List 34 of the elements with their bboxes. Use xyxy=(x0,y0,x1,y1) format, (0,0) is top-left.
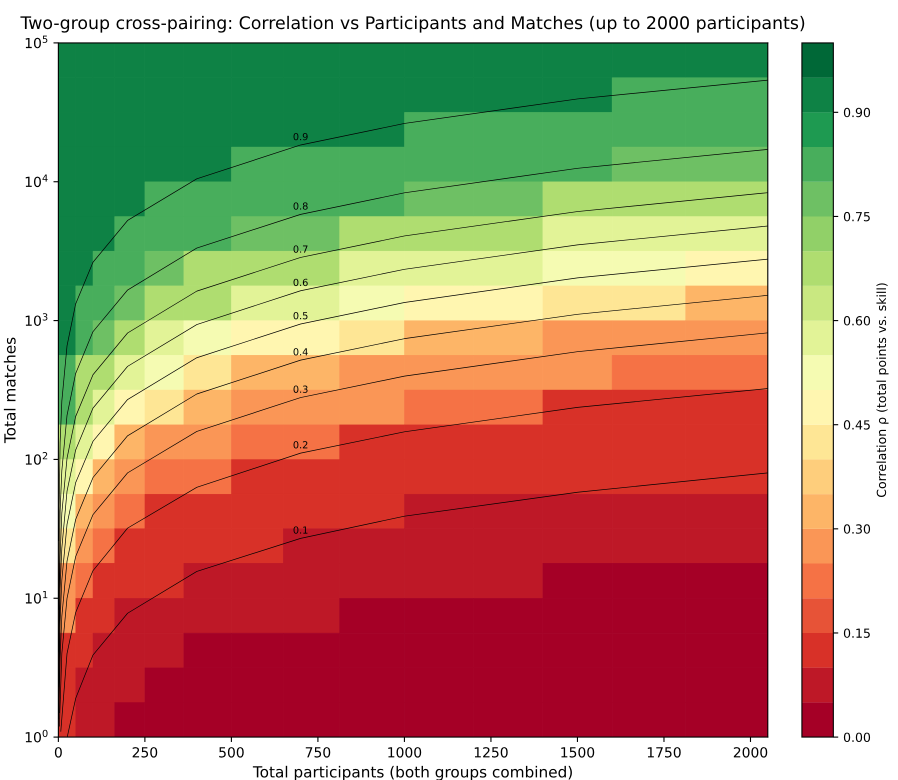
y-tick-label: 10$^{2}$ xyxy=(26,452,48,465)
y-tick-label: 10$^{5}$ xyxy=(26,36,48,48)
series-label: 0.4 xyxy=(294,348,308,356)
x-tick-label: 2000 xyxy=(734,747,768,758)
chart-title: Two-group cross-pairing: Correlation vs Participants and Matches (up to 2000 participants) xyxy=(20,16,804,33)
x-tick-label: 1500 xyxy=(561,747,594,758)
x-tick-label: 1000 xyxy=(388,747,422,758)
series-label: 0.5 xyxy=(294,312,308,320)
color-bar-label: 0.00 xyxy=(844,732,870,742)
series-label: 0.7 xyxy=(294,245,308,253)
color-bar-label: 0.90 xyxy=(844,108,870,118)
y-tick-label: 10$^{0}$ xyxy=(26,730,48,742)
y-axis-title: Total matches xyxy=(4,338,16,444)
color-bar-label: 0.30 xyxy=(844,524,870,534)
y-tick-label: 10$^{1}$ xyxy=(26,591,48,604)
color-bar-label: 0.15 xyxy=(844,628,870,638)
color-bar-label: 0.60 xyxy=(844,316,870,326)
x-tick-label: 1250 xyxy=(474,747,508,758)
x-tick-label: 250 xyxy=(132,747,158,758)
series-label: 0.2 xyxy=(294,441,308,448)
color-bar-label: 0.75 xyxy=(844,212,870,222)
series-label: 0.1 xyxy=(294,526,308,534)
series-label: 0.3 xyxy=(294,386,308,393)
series-label: 0.6 xyxy=(294,278,308,286)
series-label: 0.9 xyxy=(294,132,308,140)
x-tick-label: 0 xyxy=(54,747,62,758)
x-tick-label: 500 xyxy=(219,747,244,758)
series-label: 0.8 xyxy=(294,202,308,210)
y-tick-label: 10$^{3}$ xyxy=(26,313,48,326)
y-tick-label: 10$^{4}$ xyxy=(26,174,48,188)
color-bar-label: 0.45 xyxy=(844,420,870,430)
x-tick-label: 750 xyxy=(306,747,330,758)
color-bar-title: Correlation ρ (total points vs. skill) xyxy=(876,283,889,498)
x-tick-label: 1750 xyxy=(648,747,681,758)
